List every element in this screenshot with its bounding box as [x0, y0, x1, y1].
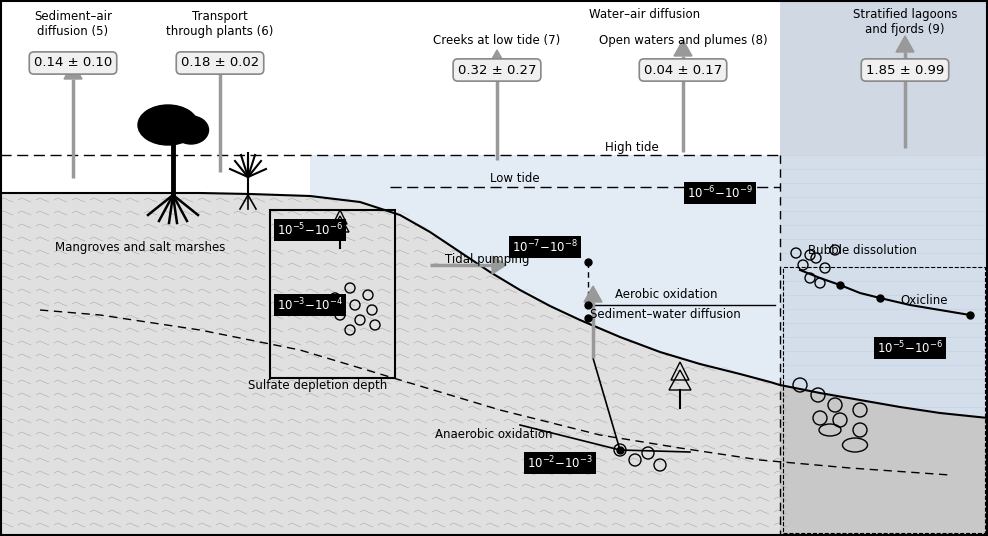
Text: $10^{-2}$$-$$10^{-3}$: $10^{-2}$$-$$10^{-3}$ — [527, 455, 593, 471]
Text: High tide: High tide — [605, 142, 659, 154]
Polygon shape — [211, 58, 229, 74]
Ellipse shape — [174, 116, 208, 144]
Text: Tidal pumping: Tidal pumping — [445, 254, 530, 266]
Polygon shape — [488, 50, 506, 66]
Text: $10^{-7}$$-$$10^{-8}$: $10^{-7}$$-$$10^{-8}$ — [512, 239, 578, 255]
Text: Open waters and plumes (8): Open waters and plumes (8) — [599, 34, 768, 47]
Text: 0.14 ± 0.10: 0.14 ± 0.10 — [34, 56, 112, 70]
Text: Aerobic oxidation: Aerobic oxidation — [615, 288, 717, 301]
Text: Sediment–water diffusion: Sediment–water diffusion — [590, 309, 741, 322]
Text: 0.18 ± 0.02: 0.18 ± 0.02 — [181, 56, 259, 70]
Text: Sulfate depletion depth: Sulfate depletion depth — [248, 378, 387, 391]
Text: $10^{-3}$$-$$10^{-4}$: $10^{-3}$$-$$10^{-4}$ — [277, 297, 343, 314]
Text: $10^{-5}$$-$$10^{-6}$: $10^{-5}$$-$$10^{-6}$ — [277, 222, 343, 239]
Polygon shape — [0, 193, 780, 536]
Polygon shape — [896, 36, 914, 52]
Polygon shape — [584, 286, 602, 302]
Text: 1.85 ± 0.99: 1.85 ± 0.99 — [865, 63, 945, 77]
Text: $10^{-6}$$-$$10^{-9}$: $10^{-6}$$-$$10^{-9}$ — [687, 185, 753, 202]
Text: Water–air diffusion: Water–air diffusion — [590, 8, 700, 21]
Text: Low tide: Low tide — [490, 172, 539, 184]
Bar — [783, 267, 985, 533]
Polygon shape — [64, 63, 82, 79]
Text: Mangroves and salt marshes: Mangroves and salt marshes — [55, 242, 225, 255]
Text: Creeks at low tide (7): Creeks at low tide (7) — [434, 34, 560, 47]
Polygon shape — [310, 155, 780, 385]
Polygon shape — [780, 385, 988, 536]
Bar — [270, 210, 395, 378]
Text: Transport
through plants (6): Transport through plants (6) — [166, 10, 274, 38]
Polygon shape — [674, 40, 692, 56]
Text: $10^{-5}$$-$$10^{-6}$: $10^{-5}$$-$$10^{-6}$ — [877, 340, 944, 356]
Polygon shape — [780, 155, 988, 418]
Text: Oxicline: Oxicline — [900, 294, 947, 307]
Text: Sediment–air
diffusion (5): Sediment–air diffusion (5) — [34, 10, 112, 38]
Text: Stratified lagoons
and fjords (9): Stratified lagoons and fjords (9) — [853, 8, 957, 36]
Text: 0.32 ± 0.27: 0.32 ± 0.27 — [457, 63, 536, 77]
Ellipse shape — [138, 105, 198, 145]
Polygon shape — [492, 256, 506, 274]
Polygon shape — [780, 0, 988, 536]
Text: 0.04 ± 0.17: 0.04 ± 0.17 — [644, 63, 722, 77]
Text: Anaerobic oxidation: Anaerobic oxidation — [435, 428, 552, 442]
Text: Bubble dissolution: Bubble dissolution — [808, 243, 917, 257]
